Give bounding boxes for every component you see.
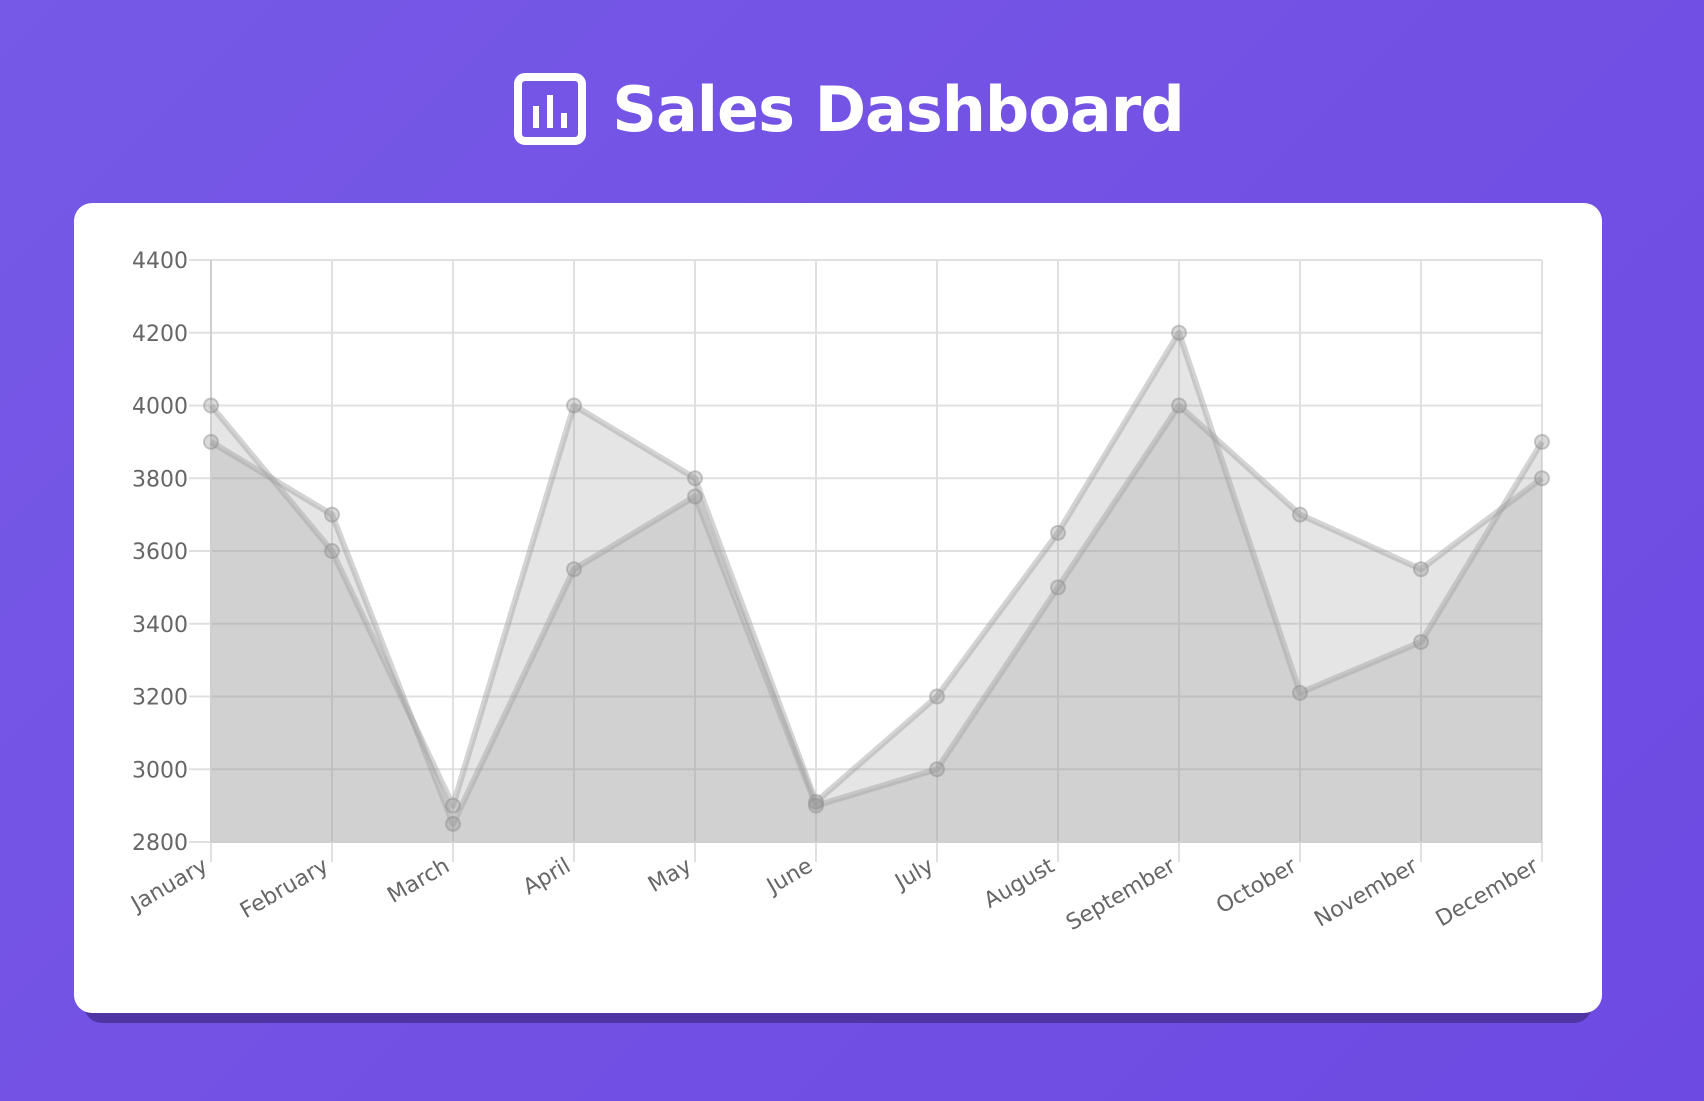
x-tick-label: February [236,854,333,924]
series-line-1 [208,329,1545,809]
chart-series-lines [208,329,1545,827]
chart-card: 2800 3000 3200 3400 3600 3800 4000 4200 4400 Jan… [74,203,1602,1013]
y-axis-labels: 2800 3000 3200 3400 3600 3800 4000 4200 4400 [132,249,188,856]
series-area-1 [211,332,1542,842]
sales-area-chart: 2800 3000 3200 3400 3600 3800 4000 4200 4400 Jan… [126,249,1550,936]
data-point[interactable] [445,797,461,814]
data-point[interactable] [1534,433,1550,450]
dashboard-header: Sales Dashboard [0,64,1704,154]
data-point[interactable] [1171,397,1187,414]
data-point[interactable] [1050,579,1066,596]
y-tick-label: 4400 [132,249,188,274]
page-title: Sales Dashboard [612,72,1184,146]
x-tick-label: March [383,854,454,909]
y-tick-label: 3400 [132,613,188,638]
x-tick-label: May [644,854,696,898]
data-point[interactable] [1534,470,1550,487]
x-tick-label: April [519,854,575,901]
data-point[interactable] [203,397,219,414]
data-point[interactable] [1413,633,1429,650]
data-point[interactable] [566,397,582,414]
x-tick-label: January [126,854,212,918]
y-tick-label: 4200 [132,322,188,347]
x-tick-label: August [980,853,1059,913]
y-tick-label: 3000 [132,758,188,783]
data-point[interactable] [1413,561,1429,578]
data-point[interactable] [687,488,703,505]
y-tick-label: 3600 [132,540,188,565]
x-tick-label: December [1432,853,1544,932]
data-point[interactable] [808,797,824,814]
data-point[interactable] [1292,684,1308,701]
data-point[interactable] [324,543,340,559]
y-tick-label: 3200 [132,686,188,711]
series-area-2 [211,405,1542,842]
y-tick-label: 2800 [132,831,188,856]
data-point[interactable] [324,506,340,523]
bar-chart-square-icon [514,73,587,145]
data-point[interactable] [566,561,582,578]
data-point[interactable] [687,470,703,487]
y-tick-label: 4000 [132,395,188,420]
data-point[interactable] [1050,524,1066,541]
x-axis-labels: January February March April May June July Augu… [126,853,1544,936]
data-point[interactable] [203,433,219,450]
data-point[interactable] [929,761,945,778]
data-point[interactable] [445,815,461,832]
x-tick-label: July [889,854,938,896]
chart-data-points[interactable] [203,324,1550,832]
data-point[interactable] [808,793,824,810]
chart-axes [210,260,1542,843]
chart-series-fills [211,332,1542,842]
y-tick-label: 3800 [132,467,188,492]
data-point[interactable] [1292,506,1308,523]
x-tick-label: June [761,854,817,901]
x-tick-label: October [1212,853,1302,919]
data-point[interactable] [929,688,945,705]
series-line-2 [209,402,1544,827]
data-point[interactable] [1171,324,1187,341]
x-tick-label: September [1062,853,1181,936]
x-tick-label: November [1310,853,1422,932]
